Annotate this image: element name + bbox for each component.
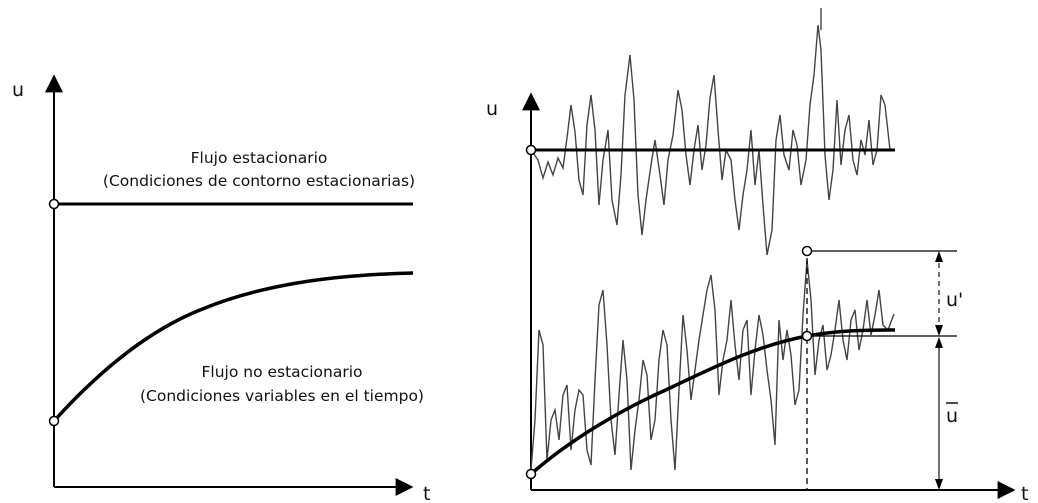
- unsteady-flow-start-marker: [48, 415, 60, 427]
- steady-flow-subtitle: (Condiciones de contorno estacionarias): [103, 172, 415, 190]
- fluctuation-dimension-arrow-bottom: [935, 325, 943, 336]
- left-y-axis-label: u: [12, 79, 24, 101]
- mean-dimension-arrow-bottom: [935, 479, 943, 490]
- unsteady-flow-subtitle: (Condiciones variables en el tiempo): [140, 387, 424, 405]
- unsteady-turbulent-start-marker: [525, 468, 537, 480]
- fluctuation-peak-marker: [801, 245, 813, 257]
- right-x-axis-label: t: [1021, 483, 1028, 503]
- fluctuation-dimension-arrow-top: [935, 251, 943, 262]
- steady-flow-title: Flujo estacionario: [191, 149, 328, 167]
- fluctuation-label: u': [946, 289, 963, 311]
- steady-turbulent-start-marker: [525, 144, 537, 156]
- left-panel: u t Flujo estacionario (Condiciones de c…: [12, 74, 430, 503]
- right-y-axis-label: u: [486, 98, 498, 120]
- mean-value-marker: [801, 330, 813, 342]
- steady-flow-start-marker: [48, 198, 60, 210]
- unsteady-turbulent-mean-curve: [529, 328, 896, 476]
- unsteady-flow-title: Flujo no estacionario: [202, 363, 363, 381]
- mean-dimension-arrow-top: [935, 337, 943, 348]
- unsteady-turbulent-fluctuation: [530, 259, 895, 471]
- steady-turbulent-fluctuation: [530, 24, 891, 256]
- mean-label: u: [946, 405, 958, 427]
- right-panel: u t u' u: [486, 8, 1028, 503]
- unsteady-flow-curve: [52, 271, 414, 423]
- left-x-axis-label: t: [423, 483, 430, 503]
